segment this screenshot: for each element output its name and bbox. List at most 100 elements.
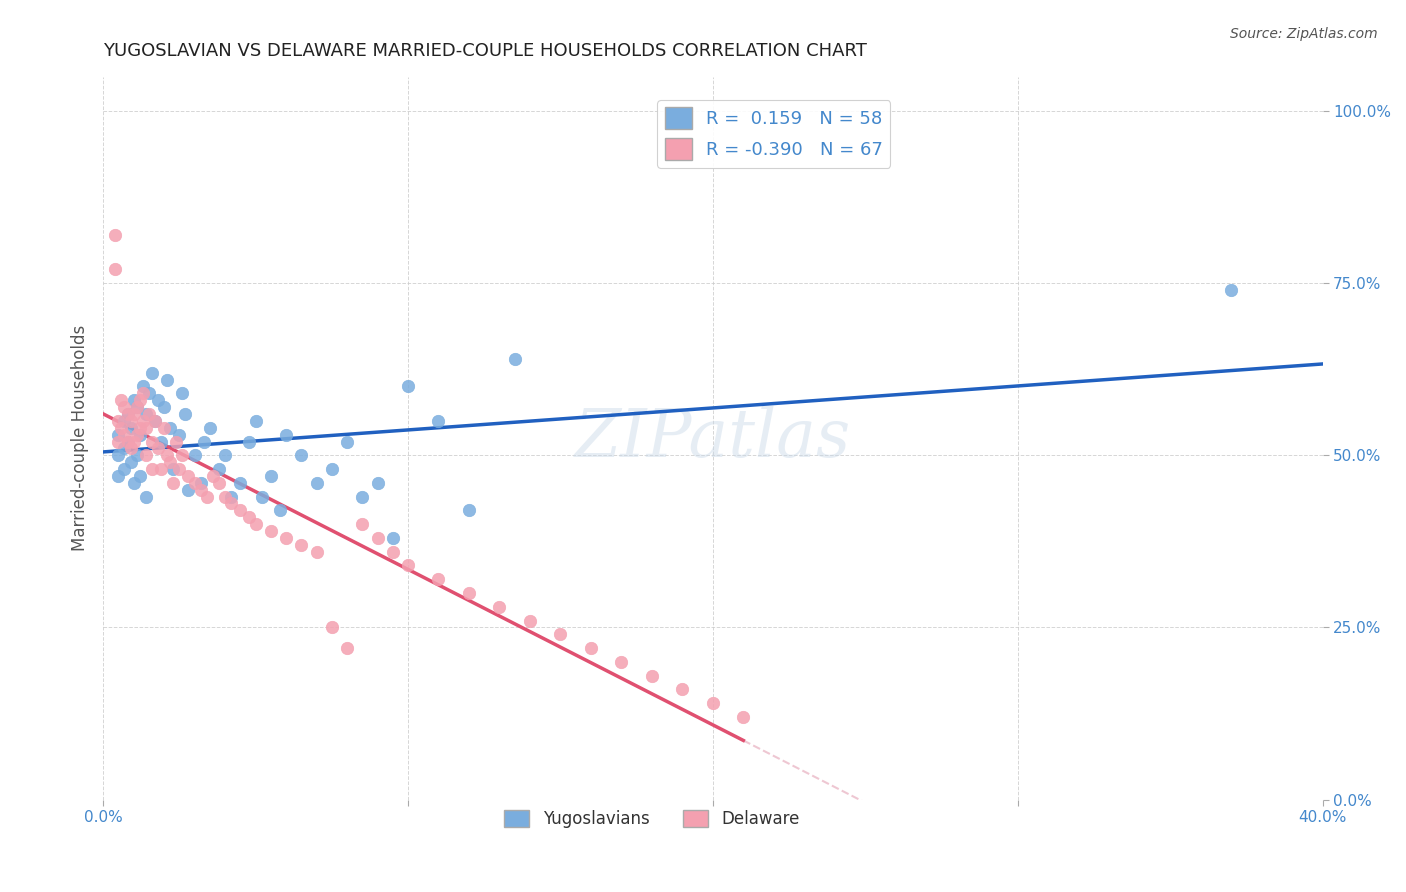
Point — [153, 400, 176, 414]
Point — [260, 469, 283, 483]
Point — [125, 400, 148, 414]
Text: Source: ZipAtlas.com: Source: ZipAtlas.com — [1230, 27, 1378, 41]
Point — [381, 544, 404, 558]
Y-axis label: Married-couple Households: Married-couple Households — [72, 325, 89, 551]
Point — [125, 400, 148, 414]
Point — [305, 475, 328, 490]
Point — [503, 351, 526, 366]
Point — [114, 427, 136, 442]
Point — [122, 407, 145, 421]
Point — [150, 462, 173, 476]
Point — [146, 442, 169, 456]
Point — [125, 448, 148, 462]
Point — [458, 586, 481, 600]
Point — [610, 655, 633, 669]
Point — [321, 620, 343, 634]
Point — [107, 414, 129, 428]
Point — [141, 434, 163, 449]
Point — [1220, 283, 1243, 297]
Point — [269, 503, 291, 517]
Point — [135, 490, 157, 504]
Point — [427, 414, 450, 428]
Point — [702, 696, 724, 710]
Point — [396, 379, 419, 393]
Point — [274, 427, 297, 442]
Point — [290, 448, 312, 462]
Point — [120, 455, 142, 469]
Point — [107, 434, 129, 449]
Point — [159, 455, 181, 469]
Point — [135, 448, 157, 462]
Point — [128, 393, 150, 408]
Point — [114, 442, 136, 456]
Point — [177, 469, 200, 483]
Point — [135, 407, 157, 421]
Point — [169, 462, 191, 476]
Point — [132, 414, 155, 428]
Point — [128, 427, 150, 442]
Point — [125, 427, 148, 442]
Point — [122, 434, 145, 449]
Point — [238, 434, 260, 449]
Point — [238, 510, 260, 524]
Point — [117, 434, 139, 449]
Point — [107, 427, 129, 442]
Point — [219, 490, 242, 504]
Point — [150, 434, 173, 449]
Point — [120, 442, 142, 456]
Point — [128, 469, 150, 483]
Point — [174, 407, 197, 421]
Point — [396, 558, 419, 573]
Point — [177, 483, 200, 497]
Point — [183, 475, 205, 490]
Point — [162, 462, 184, 476]
Point — [321, 462, 343, 476]
Point — [733, 710, 755, 724]
Point — [104, 262, 127, 277]
Point — [104, 227, 127, 242]
Point — [290, 538, 312, 552]
Point — [336, 434, 359, 449]
Point — [172, 386, 194, 401]
Point — [641, 668, 664, 682]
Point — [110, 421, 132, 435]
Point — [141, 366, 163, 380]
Point — [381, 531, 404, 545]
Point — [458, 503, 481, 517]
Point — [114, 462, 136, 476]
Point — [352, 517, 374, 532]
Point — [274, 531, 297, 545]
Point — [169, 427, 191, 442]
Point — [352, 490, 374, 504]
Point — [260, 524, 283, 538]
Point — [156, 448, 179, 462]
Point — [519, 614, 541, 628]
Point — [671, 682, 693, 697]
Point — [107, 469, 129, 483]
Point — [488, 599, 510, 614]
Point — [208, 462, 231, 476]
Point — [579, 641, 602, 656]
Point — [195, 490, 218, 504]
Point — [245, 414, 267, 428]
Point — [193, 434, 215, 449]
Point — [132, 379, 155, 393]
Point — [172, 448, 194, 462]
Point — [132, 386, 155, 401]
Point — [190, 483, 212, 497]
Point — [245, 517, 267, 532]
Point — [141, 462, 163, 476]
Point — [153, 421, 176, 435]
Legend: Yugoslavians, Delaware: Yugoslavians, Delaware — [498, 803, 806, 835]
Point — [366, 475, 388, 490]
Point — [117, 434, 139, 449]
Point — [208, 475, 231, 490]
Point — [122, 393, 145, 408]
Point — [138, 386, 160, 401]
Point — [229, 503, 252, 517]
Point — [114, 400, 136, 414]
Point — [427, 572, 450, 586]
Text: YUGOSLAVIAN VS DELAWARE MARRIED-COUPLE HOUSEHOLDS CORRELATION CHART: YUGOSLAVIAN VS DELAWARE MARRIED-COUPLE H… — [103, 42, 868, 60]
Point — [117, 407, 139, 421]
Point — [122, 475, 145, 490]
